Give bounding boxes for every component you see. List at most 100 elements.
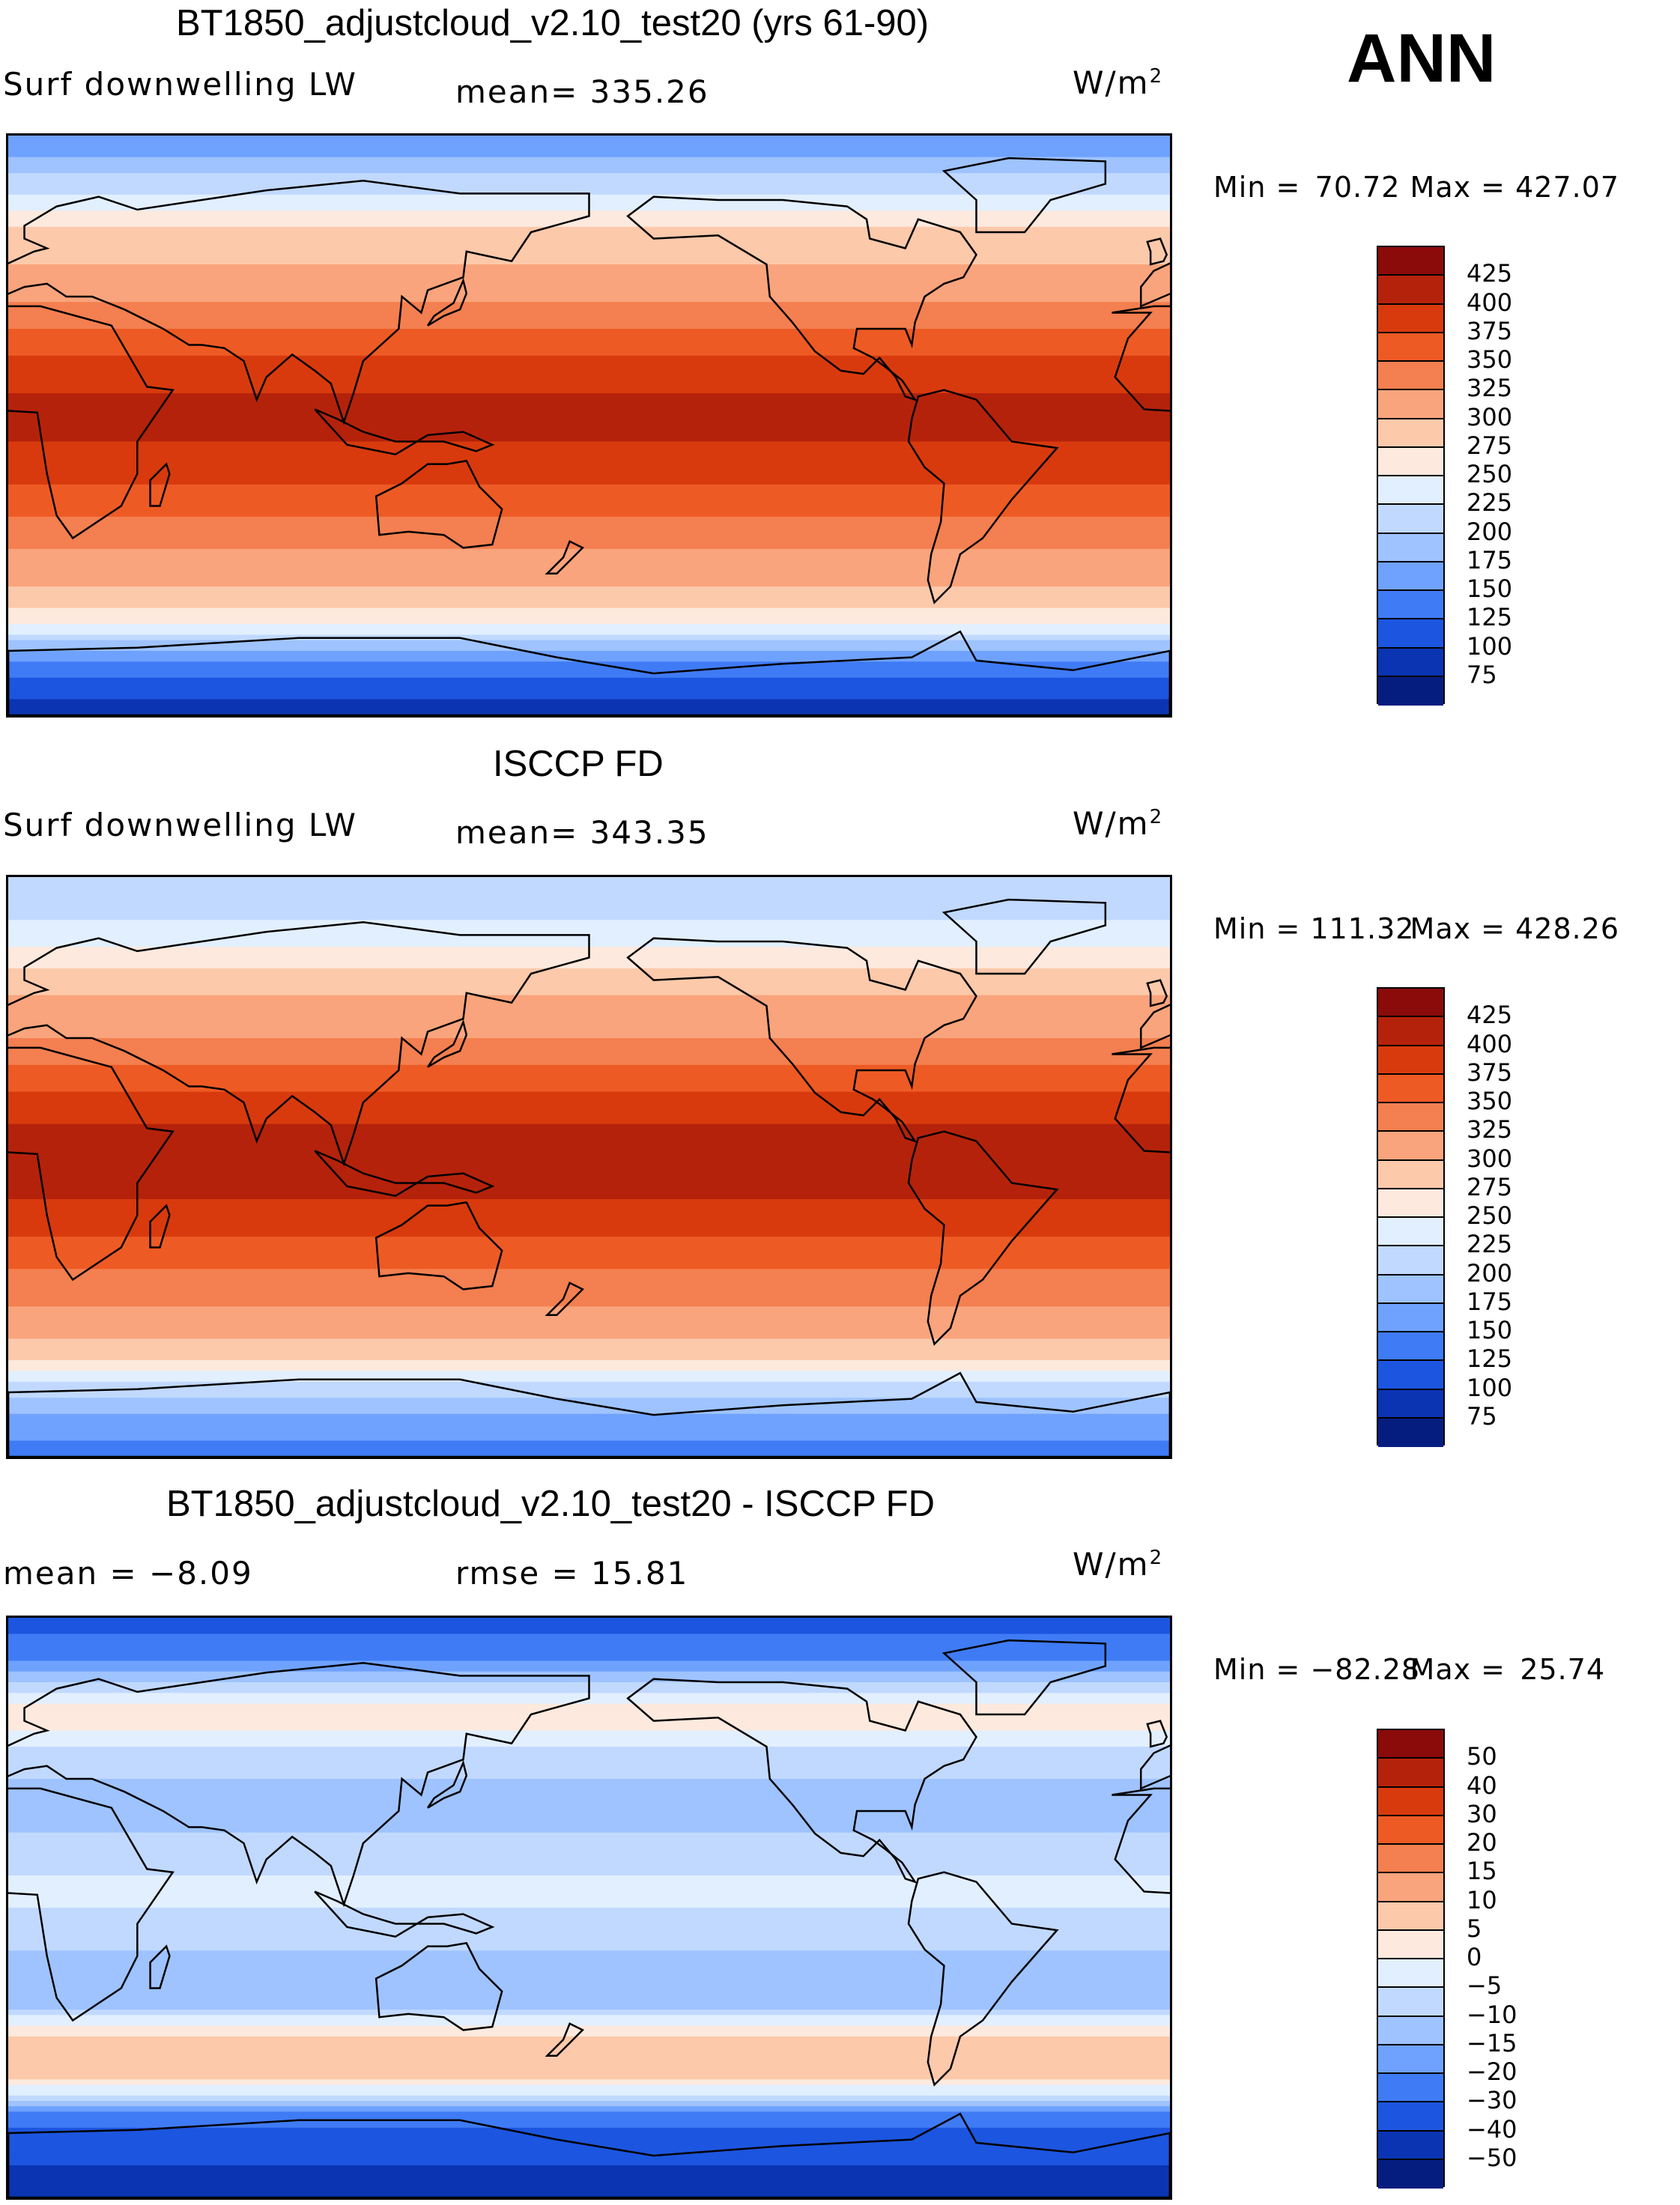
zonal-band [8,141,1170,148]
panel1-min-label: Min = [1213,171,1301,204]
zonal-band [8,1413,1170,1420]
zonal-band [8,1016,1170,1023]
zonal-band [8,1918,1170,1925]
zonal-band [8,1376,1170,1383]
colorbar-swatch [1378,1930,1443,1959]
zonal-band [8,709,1170,715]
zonal-band [8,1843,1170,1849]
colorbar-tick-label: 200 [1467,1258,1513,1287]
zonal-band [8,1666,1170,1672]
zonal-band [8,270,1170,276]
zonal-band [8,1043,1170,1050]
zonal-band [8,436,1170,443]
zonal-band [8,366,1170,373]
coastline [8,920,590,1167]
zonal-band [8,1022,1170,1028]
zonal-band [8,903,1170,910]
zonal-band [8,1290,1170,1296]
zonal-band [8,1070,1170,1076]
zonal-band [8,559,1170,566]
colorbar-swatch [1378,676,1443,706]
coastline [149,1944,171,1989]
colorbar-tick-label: 300 [1467,402,1513,431]
zonal-band [8,2042,1170,2048]
zonal-band [8,1349,1170,1356]
zonal-band [8,645,1170,652]
zonal-band [8,452,1170,458]
panel1-map [6,133,1172,718]
zonal-band [8,1118,1170,1125]
colorbar-tick-label: 20 [1467,1828,1497,1857]
zonal-band [8,506,1170,512]
zonal-band [8,162,1170,169]
zonal-band [8,387,1170,394]
colorbar-tick-label: −10 [1467,2000,1517,2029]
colorbar-tick-label: −20 [1467,2057,1517,2086]
zonal-band [8,2165,1170,2171]
panel2-title: ISCCP FD [493,744,664,784]
colorbar-tick-label: 250 [1467,460,1513,488]
zonal-band [8,629,1170,636]
zonal-band [8,624,1170,631]
coastline [149,1204,171,1249]
zonal-band [8,2010,1170,2016]
colorbar-tick-label: 425 [1467,1001,1513,1030]
zonal-band [8,361,1170,367]
zonal-band [8,538,1170,545]
zonal-band [8,1902,1170,1908]
zonal-band [8,1811,1170,1817]
zonal-band [8,1123,1170,1130]
colorbar-tick-label: 15 [1467,1857,1497,1886]
colorbar-swatch [1378,1418,1443,1447]
zonal-band [8,1081,1170,1088]
colorbar-tick-label: 150 [1467,1316,1513,1344]
zonal-band [8,683,1170,689]
zonal-band [8,1086,1170,1093]
panel3-max-label: Max = [1410,1653,1506,1686]
colorbar-tick-label: 75 [1467,1401,1497,1431]
zonal-band [8,2106,1170,2113]
zonal-band [8,312,1170,319]
zonal-band [8,2192,1170,2198]
zonal-band [8,1097,1170,1103]
colorbar-tick-label: 100 [1467,631,1513,661]
zonal-band [8,979,1170,986]
zonal-band [8,2015,1170,2021]
zonal-band [8,371,1170,378]
zonal-band [8,1703,1170,1710]
zonal-band [8,533,1170,539]
zonal-band [8,592,1170,598]
zonal-band [8,479,1170,485]
zonal-band [8,355,1170,362]
zonal-band [8,1296,1170,1302]
zonal-band [8,1854,1170,1860]
zonal-band [8,1419,1170,1425]
zonal-band [8,1757,1170,1764]
colorbar-swatch [1378,1303,1443,1332]
coastline [545,1282,584,1317]
zonal-band [8,1655,1170,1662]
zonal-band [8,323,1170,330]
zonal-band [8,318,1170,324]
zonal-band [8,253,1170,260]
zonal-band [8,1059,1170,1066]
zonal-band [8,307,1170,314]
zonal-band [8,1827,1170,1834]
colorbar-tick-label: −50 [1467,2143,1517,2172]
coastline [907,389,1059,604]
zonal-band [8,285,1170,292]
zonal-band [8,2004,1170,2010]
zonal-band [8,677,1170,684]
zonal-band [8,393,1170,399]
coastline [941,898,1107,975]
colorbar-tick-label: 125 [1467,603,1513,632]
panel1-colorbar [1377,246,1445,706]
colorbar-swatch [1378,1017,1443,1046]
colorbar-swatch [1378,2074,1443,2103]
zonal-band [8,1934,1170,1941]
coastline [545,2022,584,2057]
zonal-band [8,1983,1170,1989]
colorbar-tick-label: 225 [1467,1230,1513,1259]
zonal-band [8,1150,1170,1157]
zonal-band [8,1242,1170,1249]
